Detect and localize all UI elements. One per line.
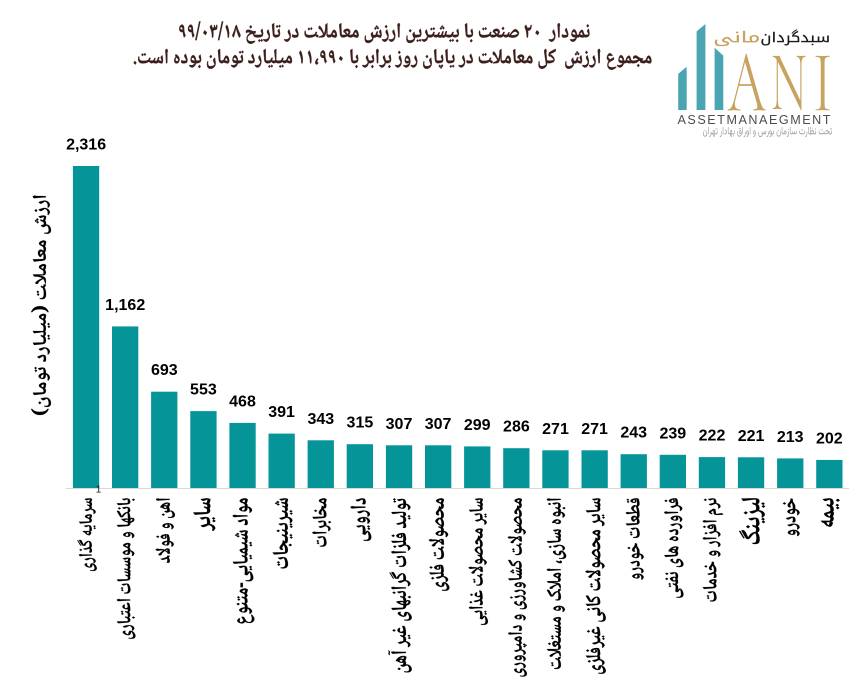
svg-text:286: 286 [503, 419, 530, 436]
svg-text:202: 202 [816, 430, 843, 447]
svg-text:239: 239 [659, 425, 686, 442]
svg-text:243: 243 [620, 425, 647, 442]
svg-text:213: 213 [777, 429, 804, 446]
svg-text:315: 315 [347, 415, 374, 432]
svg-text:271: 271 [581, 421, 608, 438]
svg-text:ASSETMANAEGMENT: ASSETMANAEGMENT [678, 113, 835, 127]
svg-text:307: 307 [386, 416, 413, 433]
svg-text:693: 693 [151, 362, 178, 379]
svg-text:2,316: 2,316 [66, 137, 106, 154]
svg-text:343: 343 [307, 411, 334, 428]
svg-text:299: 299 [464, 417, 491, 434]
svg-text:553: 553 [190, 382, 217, 399]
svg-text:391: 391 [268, 404, 295, 421]
svg-text:271: 271 [542, 421, 569, 438]
svg-text:222: 222 [699, 428, 726, 445]
svg-text:468: 468 [229, 393, 256, 410]
svg-text:1: 1 [96, 484, 102, 495]
svg-text:307: 307 [425, 416, 452, 433]
svg-text:1,162: 1,162 [105, 297, 145, 314]
svg-text:221: 221 [738, 428, 765, 445]
